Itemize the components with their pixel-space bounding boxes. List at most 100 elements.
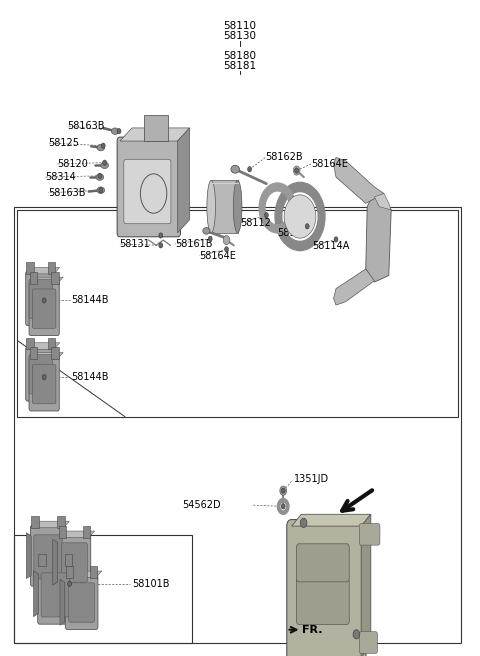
- Ellipse shape: [231, 165, 240, 173]
- Circle shape: [103, 160, 107, 165]
- Polygon shape: [48, 337, 55, 349]
- Text: 58101B: 58101B: [132, 579, 169, 589]
- Circle shape: [284, 195, 316, 238]
- Polygon shape: [51, 348, 59, 359]
- Polygon shape: [60, 531, 95, 538]
- Polygon shape: [67, 571, 102, 578]
- Text: 58161B: 58161B: [175, 239, 213, 249]
- Polygon shape: [90, 565, 97, 578]
- Text: 1351JD: 1351JD: [294, 474, 329, 484]
- Polygon shape: [334, 269, 374, 305]
- Polygon shape: [48, 262, 55, 274]
- Ellipse shape: [207, 180, 216, 233]
- Circle shape: [42, 375, 46, 380]
- Text: 58163B: 58163B: [67, 121, 105, 131]
- Ellipse shape: [111, 128, 119, 134]
- Text: 58162B: 58162B: [265, 152, 303, 163]
- Circle shape: [281, 488, 285, 493]
- Text: 58114A: 58114A: [312, 241, 349, 251]
- FancyBboxPatch shape: [359, 523, 380, 545]
- Ellipse shape: [101, 162, 108, 169]
- Polygon shape: [120, 128, 190, 141]
- Circle shape: [280, 486, 287, 495]
- Ellipse shape: [97, 144, 105, 151]
- Circle shape: [68, 581, 72, 586]
- Ellipse shape: [233, 180, 242, 233]
- Text: 58144B: 58144B: [71, 295, 108, 306]
- Circle shape: [98, 173, 102, 178]
- Polygon shape: [30, 348, 37, 359]
- Circle shape: [225, 247, 228, 252]
- Polygon shape: [361, 514, 371, 656]
- Ellipse shape: [97, 187, 105, 194]
- Polygon shape: [26, 262, 34, 274]
- Circle shape: [117, 129, 121, 134]
- Text: 58181: 58181: [223, 61, 257, 72]
- FancyBboxPatch shape: [33, 365, 56, 403]
- FancyBboxPatch shape: [297, 579, 349, 625]
- FancyBboxPatch shape: [65, 575, 98, 630]
- FancyBboxPatch shape: [359, 632, 378, 653]
- FancyBboxPatch shape: [117, 137, 180, 237]
- Text: 58131: 58131: [119, 239, 150, 249]
- Polygon shape: [144, 115, 168, 141]
- Polygon shape: [64, 554, 72, 565]
- Circle shape: [159, 233, 163, 238]
- Circle shape: [159, 243, 163, 248]
- Circle shape: [305, 224, 309, 229]
- Polygon shape: [374, 194, 391, 210]
- Polygon shape: [33, 521, 70, 527]
- Bar: [17, 210, 458, 417]
- Bar: [14, 535, 192, 643]
- Circle shape: [353, 630, 360, 639]
- Circle shape: [281, 504, 285, 509]
- Polygon shape: [34, 571, 38, 617]
- Text: 58163B: 58163B: [48, 188, 85, 198]
- Text: 58131: 58131: [119, 228, 150, 238]
- Polygon shape: [28, 268, 60, 274]
- FancyBboxPatch shape: [29, 281, 60, 335]
- FancyBboxPatch shape: [61, 543, 87, 583]
- Circle shape: [300, 518, 307, 527]
- Circle shape: [334, 237, 338, 242]
- Polygon shape: [31, 353, 63, 359]
- Circle shape: [223, 236, 230, 245]
- Polygon shape: [211, 180, 238, 233]
- Circle shape: [295, 168, 299, 173]
- FancyBboxPatch shape: [29, 279, 53, 318]
- Circle shape: [42, 298, 46, 303]
- Text: 58113: 58113: [277, 228, 308, 238]
- Text: 58120: 58120: [58, 159, 88, 169]
- Text: 58125: 58125: [48, 138, 79, 148]
- Text: 58110: 58110: [224, 21, 256, 31]
- Polygon shape: [66, 565, 73, 578]
- FancyBboxPatch shape: [297, 544, 349, 582]
- Polygon shape: [26, 533, 31, 579]
- FancyBboxPatch shape: [41, 573, 70, 617]
- Text: 58180: 58180: [224, 51, 256, 62]
- Text: 58144B: 58144B: [71, 372, 108, 382]
- Text: 58130: 58130: [224, 31, 256, 41]
- FancyBboxPatch shape: [29, 354, 53, 394]
- Polygon shape: [83, 526, 90, 538]
- Polygon shape: [334, 157, 384, 203]
- FancyBboxPatch shape: [58, 535, 91, 589]
- FancyBboxPatch shape: [287, 520, 366, 656]
- FancyBboxPatch shape: [26, 272, 56, 325]
- Circle shape: [99, 188, 103, 193]
- Polygon shape: [28, 342, 60, 349]
- Ellipse shape: [203, 228, 210, 234]
- FancyBboxPatch shape: [34, 535, 62, 579]
- FancyBboxPatch shape: [69, 583, 95, 622]
- Polygon shape: [53, 539, 58, 585]
- Polygon shape: [58, 516, 65, 527]
- Bar: [14, 207, 461, 643]
- FancyBboxPatch shape: [33, 289, 56, 328]
- Polygon shape: [31, 516, 39, 527]
- Text: 58164E: 58164E: [311, 159, 348, 169]
- FancyBboxPatch shape: [31, 525, 65, 586]
- Text: FR.: FR.: [302, 625, 323, 635]
- Circle shape: [248, 167, 252, 172]
- Circle shape: [208, 236, 212, 241]
- Circle shape: [293, 166, 300, 175]
